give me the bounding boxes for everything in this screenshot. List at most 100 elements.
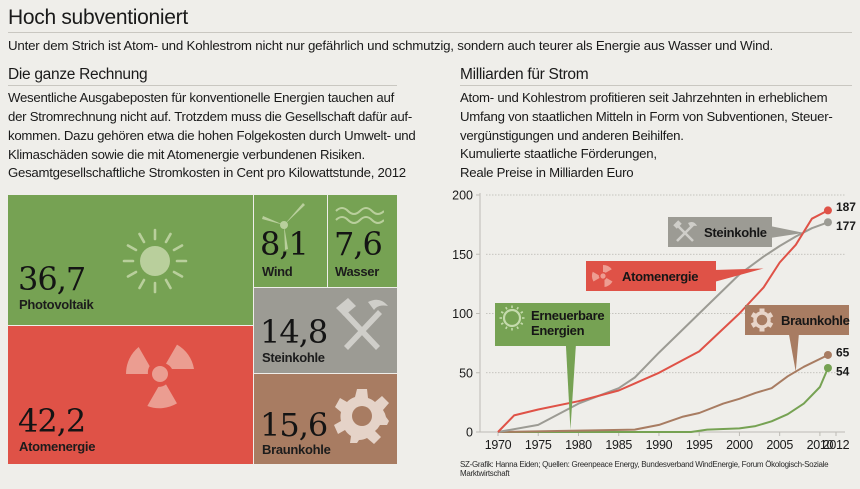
series-end-point (823, 206, 832, 215)
atomenergie-value: 42,2 (18, 402, 86, 440)
radiation-icon-blade (591, 271, 600, 282)
y-tick-label: 50 (459, 366, 473, 380)
sun-icon-ray (516, 306, 519, 310)
x-tick-label: 2010 (807, 438, 834, 452)
right-section-divider (460, 85, 852, 86)
series-end-point (823, 364, 832, 373)
pick-head (688, 222, 697, 228)
chart-caption: Kumulierte staatliche Förderungen, Reale… (460, 146, 657, 180)
braunkohle-label: Braunkohle (262, 442, 331, 457)
wasser-label: Wasser (335, 264, 379, 279)
callout-label: Erneuerbare (531, 308, 604, 323)
sun-icon-ray (520, 322, 524, 325)
series-end-label: 177 (836, 219, 856, 233)
y-tick-label: 100 (452, 307, 473, 321)
x-tick-label: 2012 (823, 438, 850, 452)
radiation-icon-blade (604, 278, 613, 287)
hammer-pick-icon (336, 298, 388, 350)
gear-icon (334, 389, 389, 444)
radiation-icon-blade (602, 265, 612, 273)
x-tick-label: 1975 (525, 438, 552, 452)
series-line-braunkohle (497, 354, 829, 433)
y-tick-label: 200 (452, 189, 473, 203)
radiation-icon (126, 344, 194, 409)
callout-pointer (788, 334, 799, 372)
title-divider (8, 32, 852, 33)
hammer-pick-icon (673, 220, 697, 242)
sun-icon-ray (516, 326, 519, 330)
water-waves-icon (335, 207, 384, 224)
series-end-label: 187 (836, 200, 856, 214)
gear-icon-tooth (759, 308, 765, 314)
hammer-head (673, 220, 682, 229)
series-end-point (823, 350, 832, 359)
treemap-tile-steinkohle: 14,8 Steinkohle (254, 288, 397, 373)
steinkohle-value: 14,8 (260, 313, 328, 351)
treemap-caption: Gesamtgesellschaftliche Stromkosten in C… (8, 165, 406, 180)
wind-value: 8,1 (260, 225, 309, 263)
gear-icon-tooth (759, 326, 765, 332)
callout-label: Braunkohle (781, 313, 850, 328)
subsidies-line-chart: 0 50 100 150 200 1970 1975 1980 1985 1990 1995 2000… (452, 189, 856, 453)
series-line-erneuerbare-energien (498, 367, 829, 433)
y-tick-label: 150 (452, 248, 473, 262)
steinkohle-label: Steinkohle (262, 350, 325, 365)
treemap-tile-braunkohle: 15,6 Braunkohle (254, 374, 397, 464)
treemap-tile-photovoltaik: 36,7 Photovoltaik (8, 195, 253, 325)
sun-icon-ray (520, 311, 524, 314)
pick-handle (676, 224, 694, 242)
source-note: SZ-Grafik: Hanna Eiden; Quellen: Greenpe… (460, 460, 829, 478)
series-line-atomenergie (497, 209, 829, 433)
sun-icon (499, 305, 525, 331)
sun-icon-ray (500, 322, 504, 325)
callout-pointer (565, 345, 576, 430)
callout-label: Atomenergie (622, 269, 698, 284)
sun-icon-ray (500, 311, 504, 314)
x-tick-label: 1995 (686, 438, 713, 452)
gear-icon-ring (753, 311, 771, 329)
photovoltaik-value: 36,7 (18, 260, 86, 298)
right-section-title: Milliarden für Strom (460, 66, 589, 83)
photovoltaik-label: Photovoltaik (19, 297, 94, 312)
radiation-icon (591, 265, 613, 287)
sun-icon-ray (505, 326, 508, 330)
x-tick-label: 1990 (646, 438, 673, 452)
x-tick-label: 2000 (726, 438, 753, 452)
series-line-steinkohle (497, 221, 829, 433)
x-tick-label: 1970 (485, 438, 512, 452)
wasser-value: 7,6 (334, 225, 383, 263)
wind-label: Wind (262, 264, 293, 279)
y-tick-label: 0 (466, 426, 473, 440)
wind-turbine-icon (262, 203, 305, 250)
callout-pointer (714, 268, 764, 282)
sun-icon-ray (505, 306, 508, 310)
treemap-tile-wind: 8,1 Wind (254, 195, 327, 287)
callout-pointer (770, 226, 804, 238)
infographic-title: Hoch subventioniert (8, 6, 188, 29)
gear-icon (750, 308, 774, 332)
left-section-paragraph: Wesentliche Ausgabeposten für konvention… (8, 90, 416, 162)
sun-icon (122, 228, 188, 294)
radiation-icon-core (600, 273, 606, 279)
infographic-subtitle: Unter dem Strich ist Atom- und Kohlestro… (8, 38, 774, 53)
callout-steinkohle: Steinkohle (668, 217, 804, 247)
atomenergie-label: Atomenergie (19, 439, 96, 454)
x-tick-label: 1985 (605, 438, 632, 452)
x-tick-label: 1980 (565, 438, 592, 452)
treemap-tile-atomenergie: 42,2 Atomenergie (8, 326, 253, 464)
right-section-paragraph: Atom- und Kohlestrom profitieren seit Ja… (460, 90, 833, 143)
treemap-tile-wasser: 7,6 Wasser (328, 195, 397, 287)
x-tick-label: 2005 (766, 438, 793, 452)
series-end-label: 54 (836, 365, 850, 379)
series-end-point (823, 218, 832, 227)
callout-braunkohle: Braunkohle (745, 305, 850, 372)
left-section-divider (8, 85, 397, 86)
left-section-title: Die ganze Rechnung (8, 66, 148, 83)
callout-label: Energien (531, 323, 585, 338)
series-end-label: 65 (836, 345, 850, 359)
treemap: 36,7 Photovoltaik 8,1 Wind 7,6 Wasser (8, 195, 397, 464)
braunkohle-value: 15,6 (260, 406, 328, 444)
sun-icon-disc (502, 308, 522, 328)
callout-label: Steinkohle (704, 225, 767, 240)
